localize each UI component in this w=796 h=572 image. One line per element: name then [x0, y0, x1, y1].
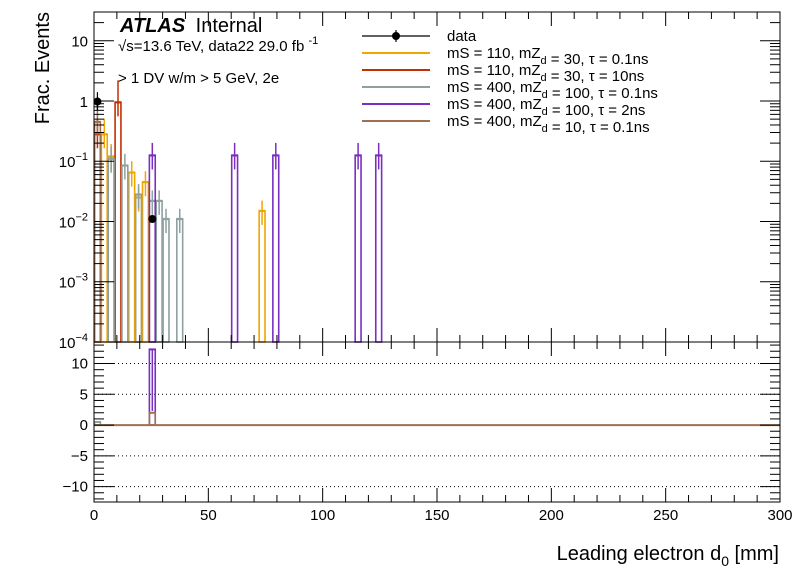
legend-entry: mS = 110, mZd = 30, τ = 10ns [362, 62, 644, 85]
energy-lumi-superscript: -1 [308, 35, 318, 47]
legend-label: mS = 400, mZd = 100, τ = 0.1ns [447, 79, 658, 102]
legend-label-subscript: d [542, 106, 548, 118]
y-tick-label-exponent: −3 [75, 272, 88, 284]
y-tick-label-base: 10 [59, 154, 76, 171]
x-tick-label: 100 [310, 507, 335, 524]
x-tick-label: 250 [653, 507, 678, 524]
ratio-y-tick-label: −5 [71, 448, 88, 465]
legend-label-subscript: d [542, 89, 548, 101]
legend-label-text: mS = 110, mZ [447, 45, 541, 62]
legend-label-text: data [447, 28, 477, 45]
x-tick-label: 150 [424, 507, 449, 524]
y-tick-label: 1 [80, 94, 88, 111]
y-tick-label-base: 10 [59, 335, 76, 352]
ratio-y-tick-label: −10 [63, 479, 88, 496]
legend-label-text: = 30, τ = 10ns [547, 68, 645, 85]
x-tick-label: 50 [200, 507, 217, 524]
y-tick-label-exponent: −4 [75, 332, 88, 344]
legend-label-text: mS = 400, mZ [447, 96, 542, 113]
energy-lumi-text: √s=13.6 TeV, data22 29.0 fb [118, 38, 304, 55]
x-axis-title-subscript: 0 [721, 553, 729, 569]
atlas-internal-text: Internal [196, 15, 263, 37]
legend-entry: mS = 110, mZd = 30, τ = 0.1ns [362, 45, 648, 68]
y-tick-label: 10−2 [59, 211, 88, 231]
legend-label-text: = 100, τ = 0.1ns [548, 85, 658, 102]
main-x-axis-ticks [93, 12, 781, 342]
x-axis-title: Leading electron d0 [mm] [557, 543, 779, 569]
y-tick-label: 10−1 [59, 151, 88, 171]
ratio-y-axis-ticks: 10 5 0 −5 −10 [63, 344, 780, 500]
legend-entry: mS = 400, mZd = 10, τ = 0.1ns [362, 113, 650, 136]
y-tick-label: 10−3 [59, 272, 88, 292]
legend-label-text: = 10, τ = 0.1ns [548, 119, 650, 136]
legend-label: mS = 400, mZd = 100, τ = 2ns [447, 96, 645, 119]
legend-label-subscript: d [542, 123, 548, 135]
legend-entry: mS = 400, mZd = 100, τ = 0.1ns [362, 79, 658, 102]
legend-label: mS = 110, mZd = 30, τ = 0.1ns [447, 45, 648, 68]
x-axis-title-unit: [mm] [729, 543, 779, 565]
atlas-logo-text: ATLAS [119, 15, 186, 37]
ratio-histogram-bars [93, 348, 780, 427]
legend-label: data [447, 28, 477, 45]
legend-label-text: mS = 110, mZ [447, 62, 541, 79]
y-axis-title: Frac. Events [32, 12, 54, 124]
data-point [93, 97, 102, 106]
legend-entry: mS = 400, mZd = 100, τ = 2ns [362, 96, 645, 119]
legend-label-text: mS = 400, mZ [447, 113, 542, 130]
y-tick-label-exponent: −1 [75, 151, 88, 163]
y-tick-label-base: 10 [59, 275, 76, 292]
x-axis-title-main: Leading electron d [557, 543, 722, 565]
energy-lumi-label: √s=13.6 TeV, data22 29.0 fb -1 [118, 35, 318, 55]
data-point [148, 215, 157, 224]
legend-label-text: mS = 400, mZ [447, 79, 542, 96]
selection-label: > 1 DV w/m > 5 GeV, 2e [118, 70, 279, 87]
atlas-label: ATLAS Internal [119, 15, 262, 37]
legend-label: mS = 110, mZd = 30, τ = 10ns [447, 62, 644, 85]
x-tick-label: 200 [539, 507, 564, 524]
y-tick-label-exponent: −2 [75, 211, 88, 223]
y-tick-label-base: 10 [59, 214, 76, 231]
legend-label-text: = 30, τ = 0.1ns [547, 51, 649, 68]
legend-label-text: = 100, τ = 2ns [548, 102, 646, 119]
ratio-y-tick-label: 0 [80, 417, 88, 434]
ratio-x-axis-ticks: 0 50 100 150 200 250 300 [90, 342, 793, 524]
legend-label-subscript: d [541, 55, 547, 67]
y-tick-label: 10−4 [59, 332, 88, 352]
ratio-y-tick-label: 5 [80, 386, 88, 403]
legend-label-subscript: d [541, 72, 547, 84]
legend-label: mS = 400, mZd = 10, τ = 0.1ns [447, 113, 650, 136]
x-tick-label: 0 [90, 507, 98, 524]
legend-marker [392, 32, 400, 40]
x-tick-label: 300 [767, 507, 792, 524]
y-tick-label: 10 [71, 34, 88, 51]
ratio-y-tick-label: 10 [71, 356, 88, 373]
legend-entry: data [362, 28, 477, 45]
